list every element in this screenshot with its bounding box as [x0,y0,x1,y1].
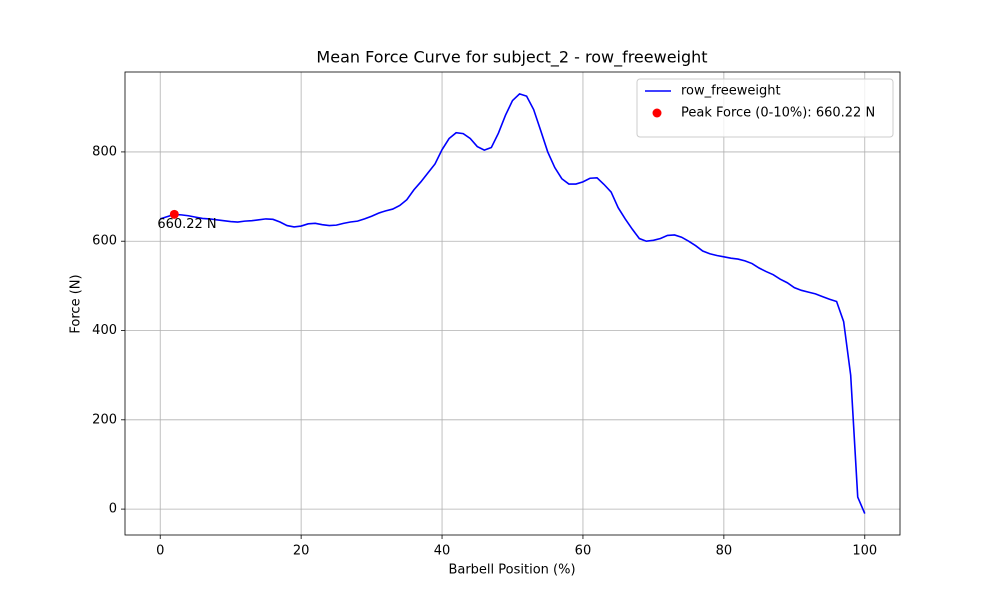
x-tick-label: 40 [434,544,451,559]
x-axis-label: Barbell Position (%) [448,563,575,578]
x-tick-label: 80 [716,544,733,559]
legend-label: Peak Force (0-10%): 660.22 N [681,106,875,121]
y-tick-label: 200 [92,412,117,427]
y-axis-label: Force (N) [69,274,84,333]
legend-marker [652,108,662,118]
annotation: 660.22 N [157,217,216,232]
x-tick-label: 100 [852,544,877,559]
x-tick-label: 20 [293,544,310,559]
data-line [159,92,866,514]
x-tick-label: 0 [156,544,164,559]
y-tick-label: 0 [109,502,117,517]
y-tick-label: 800 [92,144,117,159]
chart-title: Mean Force Curve for subject_2 - row_fre… [316,48,707,68]
x-tick-label: 60 [575,544,592,559]
y-tick-label: 600 [92,234,117,249]
legend-label: row_freeweight [681,84,781,99]
peak-point [169,209,179,219]
legend-box [636,78,894,138]
plot-frame [124,71,901,536]
y-tick-label: 400 [92,323,117,338]
